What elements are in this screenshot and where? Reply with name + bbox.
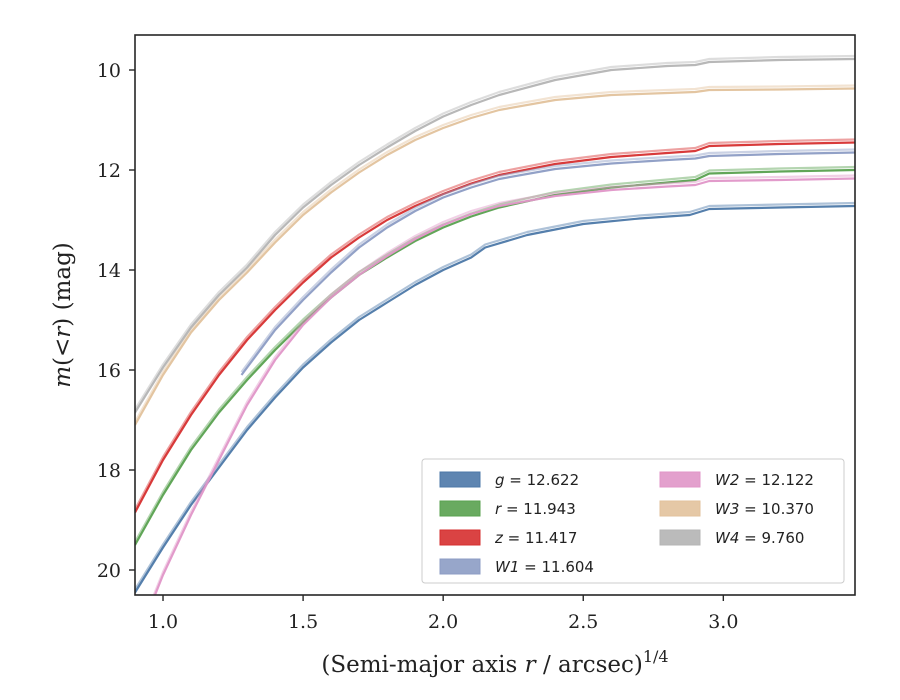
plot-frame (134, 34, 856, 596)
legend-swatch (659, 529, 701, 546)
series-line-faint (135, 84, 855, 423)
series-line (135, 57, 855, 414)
x-tick-label: 1.0 (148, 611, 178, 633)
series-layer (135, 54, 855, 595)
series-line-faint (152, 174, 855, 595)
series-line (135, 204, 855, 594)
x-tick-label: 2.0 (428, 611, 458, 633)
series-line-faint (135, 201, 855, 591)
x-tick-label: 3.0 (708, 611, 738, 633)
legend-swatch (439, 529, 481, 546)
series-line-faint (135, 138, 855, 511)
y-tick-label: 20 (97, 560, 121, 582)
y-tick-label: 12 (97, 160, 121, 182)
y-tick-label: 16 (97, 360, 121, 382)
y-axis-label: m(<r) (mag) (50, 242, 76, 388)
legend-label: W4 = 9.760 (715, 529, 804, 547)
x-axis-label: (Semi-major axis r / arcsec)1/4 (321, 647, 668, 678)
series-line (135, 141, 855, 514)
legend-box (421, 458, 845, 584)
legend-label: W1 = 11.604 (495, 558, 594, 576)
legend-swatch (439, 471, 481, 488)
y-tick-label: 18 (97, 460, 121, 482)
series-line (153, 177, 855, 595)
legend-label: z = 11.417 (494, 529, 577, 547)
legend-swatch (439, 558, 481, 575)
series-line (240, 151, 855, 376)
y-tick-label: 10 (97, 60, 121, 82)
y-tick-label: 14 (97, 260, 121, 282)
legend-label: W2 = 12.122 (715, 471, 814, 489)
legend-label: g = 12.622 (495, 471, 579, 489)
legend-swatch (659, 500, 701, 517)
series-line-faint (240, 148, 855, 373)
legend: g = 12.622 r = 11.943 z = 11.417 W1 = 11.60… (421, 458, 845, 584)
tick-layer: 1.0 1.5 2.0 2.5 3.0 10 12 14 16 18 20 (97, 60, 739, 633)
legend-swatch (439, 500, 481, 517)
x-tick-label: 2.5 (568, 611, 598, 633)
x-tick-label: 1.5 (288, 611, 318, 633)
legend-swatch (659, 471, 701, 488)
series-line (135, 168, 855, 546)
series-line (135, 87, 855, 426)
legend-label: r = 11.943 (495, 500, 576, 518)
legend-label: W3 = 10.370 (715, 500, 814, 518)
series-line-faint (135, 54, 855, 411)
